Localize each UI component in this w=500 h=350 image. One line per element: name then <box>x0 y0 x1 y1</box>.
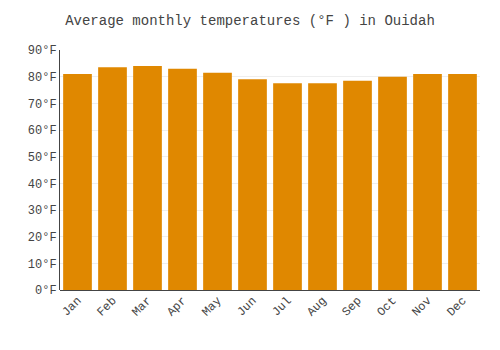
svg-text:Average monthly temperatures (: Average monthly temperatures (°F ) in Ou… <box>65 13 435 29</box>
svg-text:Oct: Oct <box>374 294 399 319</box>
svg-text:Jun: Jun <box>234 294 259 319</box>
svg-text:Dec: Dec <box>444 294 469 319</box>
svg-text:90°F: 90°F <box>28 44 57 58</box>
svg-text:70°F: 70°F <box>28 98 57 112</box>
svg-text:0°F: 0°F <box>35 284 57 298</box>
svg-text:40°F: 40°F <box>28 178 57 192</box>
svg-text:10°F: 10°F <box>28 258 57 272</box>
svg-text:Mar: Mar <box>129 294 154 319</box>
svg-text:Aug: Aug <box>304 294 329 319</box>
svg-text:Jan: Jan <box>59 294 84 319</box>
svg-text:20°F: 20°F <box>28 231 57 245</box>
svg-text:60°F: 60°F <box>28 124 57 138</box>
svg-text:50°F: 50°F <box>28 151 57 165</box>
svg-text:Apr: Apr <box>164 294 189 319</box>
svg-text:Feb: Feb <box>94 294 119 319</box>
svg-text:Jul: Jul <box>269 294 294 319</box>
svg-text:30°F: 30°F <box>28 204 57 218</box>
svg-text:May: May <box>199 294 224 319</box>
svg-text:Sep: Sep <box>339 294 364 319</box>
svg-text:Nov: Nov <box>409 294 434 319</box>
svg-text:80°F: 80°F <box>28 71 57 85</box>
